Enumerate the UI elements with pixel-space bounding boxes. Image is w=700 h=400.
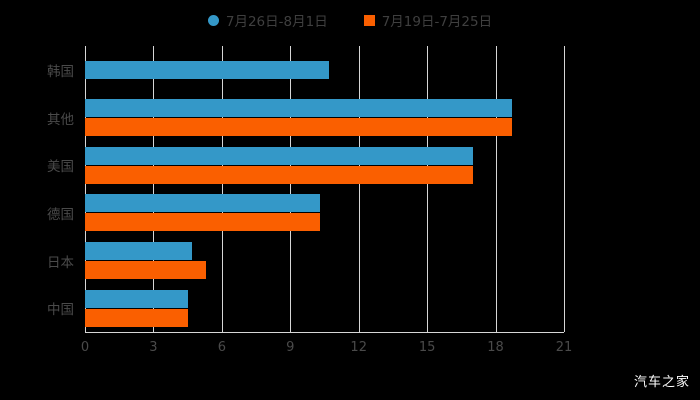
x-tick-label: 18 <box>487 340 504 355</box>
bar[interactable] <box>85 261 206 279</box>
bar[interactable] <box>85 60 330 79</box>
y-axis-label: 日本 <box>47 254 74 271</box>
x-tick-label: 9 <box>286 340 295 355</box>
y-axis-label: 韩国 <box>47 63 74 80</box>
x-tick-label: 15 <box>418 340 436 355</box>
gridline <box>290 46 292 332</box>
gridline <box>427 46 429 332</box>
gridline <box>564 46 565 332</box>
bar[interactable] <box>85 308 188 327</box>
x-axis-line <box>85 332 564 333</box>
bar[interactable] <box>85 99 512 117</box>
bar[interactable] <box>85 242 193 260</box>
x-tick-label: 6 <box>217 340 226 355</box>
legend-entry[interactable]: 7月19日-7月25日 <box>363 10 493 30</box>
gridline <box>153 46 155 332</box>
gridline <box>358 46 360 332</box>
bar[interactable] <box>85 118 512 136</box>
plot-area <box>85 46 565 332</box>
x-tick-label: 12 <box>350 340 367 355</box>
bar[interactable] <box>85 146 473 165</box>
x-tick-label: 0 <box>80 340 90 355</box>
y-axis-category-labels: 韩国其他美国德国日本中国 <box>0 46 74 332</box>
y-axis-label: 中国 <box>47 302 74 319</box>
watermark-label: 汽车之家 <box>633 375 690 390</box>
y-axis-label: 其他 <box>47 111 74 128</box>
x-tick-label: 21 <box>555 340 573 355</box>
square-marker-icon <box>363 14 375 26</box>
chart-legend: 7月26日-8月1日 7月19日-7月25日 <box>0 10 700 30</box>
y-axis-label: 德国 <box>47 206 74 223</box>
x-axis-tick-labels: 0 3 6 9 12 15 18 21 <box>0 340 700 360</box>
gridline <box>85 46 86 332</box>
bar[interactable] <box>85 194 320 213</box>
legend-label: 7月19日-7月25日 <box>381 14 493 30</box>
x-tick-label: 3 <box>149 340 158 355</box>
y-axis-label: 美国 <box>47 159 74 176</box>
bar[interactable] <box>85 289 188 308</box>
legend-entry[interactable]: 7月26日-8月1日 <box>207 10 328 30</box>
bar[interactable] <box>85 213 320 232</box>
gridline <box>221 46 223 332</box>
legend-label: 7月26日-8月1日 <box>225 14 328 30</box>
gridline <box>495 46 497 332</box>
bar[interactable] <box>85 165 473 184</box>
circle-marker-icon <box>207 14 219 26</box>
